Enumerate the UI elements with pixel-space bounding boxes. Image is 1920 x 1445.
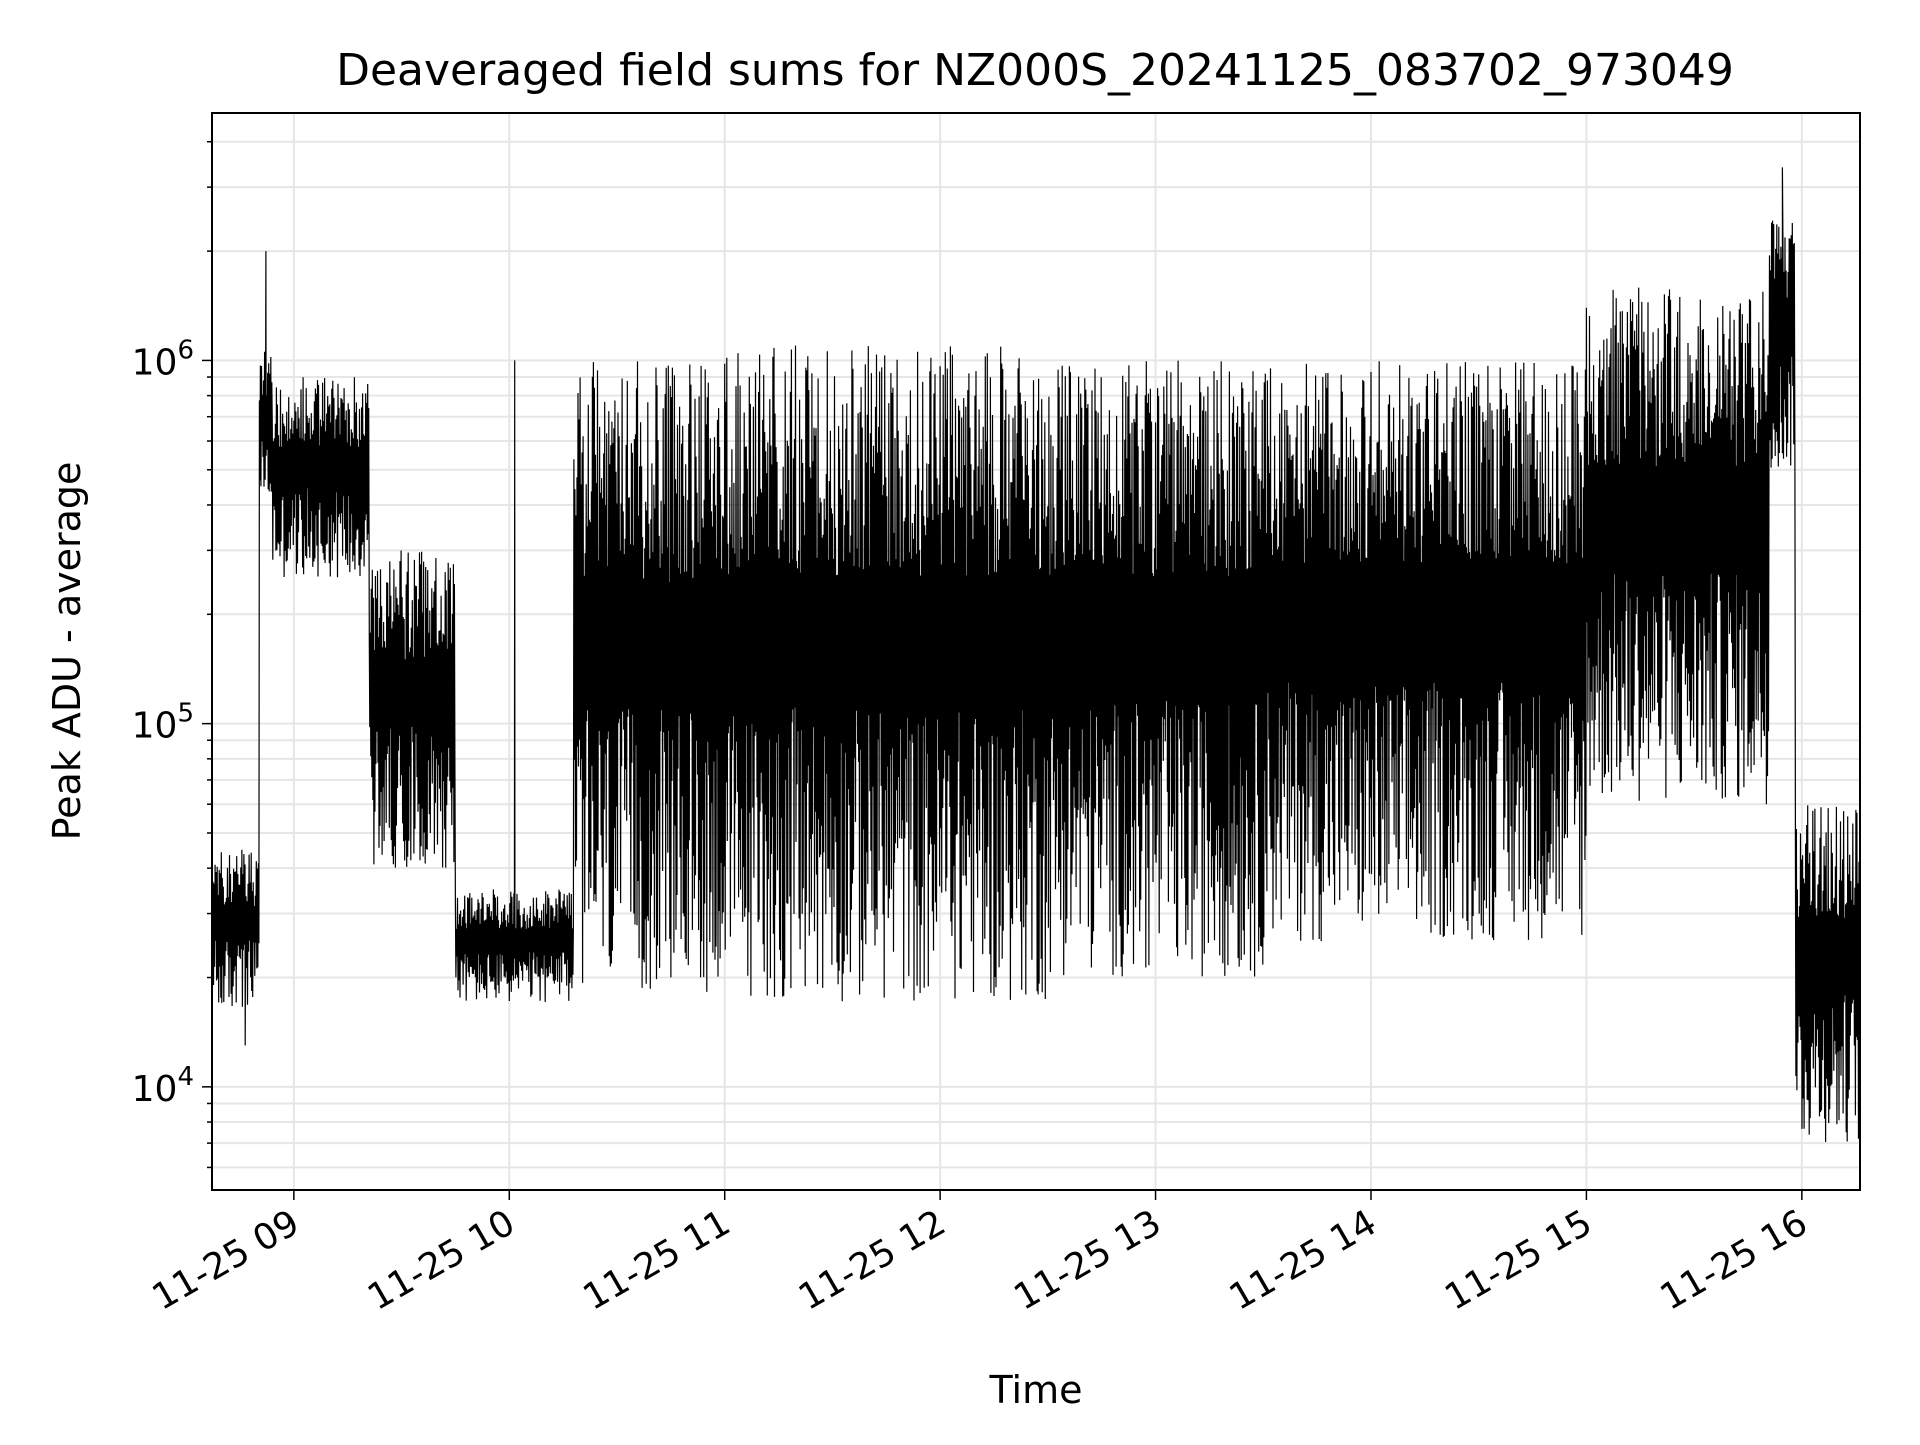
chart-title: Deaveraged field sums for NZ000S_2024112…: [336, 45, 1734, 96]
y-tick-label: 104: [132, 1062, 194, 1110]
y-tick-label: 105: [132, 699, 194, 747]
y-axis-label: Peak ADU - average: [45, 462, 89, 841]
series-line: [211, 167, 1861, 1143]
plot-frame: [211, 112, 1861, 1191]
series-layer: [211, 167, 1861, 1143]
y-tick-label: 106: [132, 335, 194, 383]
x-axis-label: Time: [989, 1368, 1083, 1412]
y-axis: 104 105 106: [132, 141, 212, 1169]
